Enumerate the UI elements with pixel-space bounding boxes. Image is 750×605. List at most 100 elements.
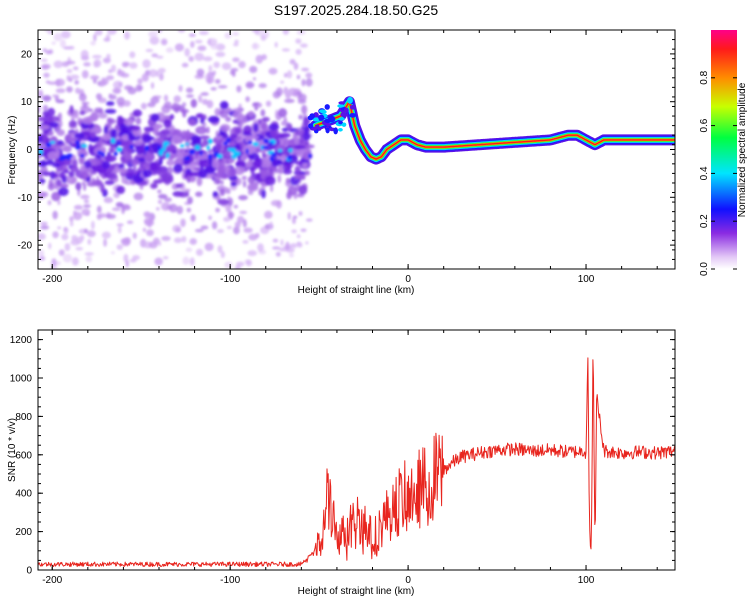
- noise-blob: [142, 227, 147, 233]
- ridge-blob: [349, 104, 356, 110]
- noise-blob: [163, 94, 169, 102]
- noise-blob: [280, 154, 287, 163]
- noise-blob: [158, 157, 163, 165]
- noise-blob: [305, 218, 313, 222]
- noise-blob: [123, 118, 134, 126]
- y-tick-label: 800: [15, 412, 32, 423]
- noise-blob: [48, 121, 59, 128]
- noise-blob: [206, 99, 214, 109]
- noise-peak: [185, 142, 189, 146]
- noise-blob: [93, 60, 100, 68]
- noise-blob: [280, 80, 285, 84]
- noise-blob: [47, 151, 60, 161]
- noise-peak: [157, 145, 161, 151]
- colorbar-tick-label: 0.8: [699, 70, 710, 84]
- noise-blob: [206, 126, 210, 134]
- noise-blob: [116, 244, 124, 251]
- noise-blob: [296, 241, 302, 246]
- noise-blob: [60, 30, 71, 39]
- noise-blob: [257, 243, 264, 252]
- noise-blob: [276, 139, 281, 146]
- noise-peak: [307, 153, 312, 159]
- noise-blob: [105, 101, 115, 106]
- noise-peak: [76, 140, 80, 147]
- noise-peak: [50, 140, 56, 145]
- noise-peak: [101, 151, 105, 158]
- ridge-blob: [340, 112, 347, 118]
- ridge-blob: [327, 115, 336, 123]
- noise-blob: [43, 72, 50, 78]
- noise-blob: [53, 32, 63, 42]
- noise-blob: [198, 94, 203, 103]
- noise-blob: [63, 227, 69, 235]
- noise-blob: [190, 98, 198, 108]
- noise-blob: [156, 55, 164, 59]
- noise-peak: [217, 153, 223, 159]
- noise-blob: [255, 54, 264, 64]
- noise-blob: [209, 38, 218, 45]
- noise-blob: [283, 86, 289, 95]
- ridge-layer: [314, 101, 675, 160]
- noise-blob: [296, 91, 302, 95]
- noise-blob: [219, 124, 231, 132]
- noise-blob: [196, 68, 205, 77]
- noise-blob: [72, 211, 83, 221]
- noise-blob: [72, 257, 79, 266]
- noise-peak: [223, 141, 228, 146]
- noise-blob: [117, 68, 122, 75]
- noise-blob: [247, 250, 257, 257]
- noise-blob: [144, 153, 154, 161]
- noise-blob: [239, 210, 248, 215]
- noise-blob: [109, 147, 114, 154]
- noise-blob: [281, 127, 289, 132]
- noise-blob: [178, 85, 183, 92]
- noise-blob: [103, 125, 109, 136]
- noise-blob: [294, 160, 304, 166]
- noise-blob: [258, 83, 267, 89]
- noise-blob: [56, 179, 62, 187]
- noise-blob: [232, 57, 240, 63]
- ridge-blob: [312, 117, 320, 122]
- noise-blob: [66, 68, 73, 74]
- noise-blob: [219, 109, 229, 119]
- ridge-blob: [325, 127, 330, 134]
- noise-blob: [75, 87, 81, 94]
- noise-blob: [90, 111, 99, 122]
- noise-peak: [144, 145, 150, 152]
- noise-peak: [269, 155, 274, 162]
- noise-blob: [81, 69, 89, 79]
- noise-peak: [207, 154, 213, 160]
- noise-blob: [155, 130, 160, 138]
- ridge-blob: [338, 117, 345, 121]
- noise-blob: [295, 48, 302, 55]
- noise-blob: [181, 235, 187, 243]
- noise-blob: [84, 252, 94, 256]
- noise-blob: [259, 168, 271, 176]
- y-tick-label: 200: [15, 527, 32, 538]
- noise-blob: [228, 210, 234, 220]
- noise-blob: [188, 118, 197, 126]
- ridge-blob: [308, 123, 314, 129]
- noise-blob: [151, 53, 158, 58]
- noise-blob: [80, 194, 90, 200]
- noise-blob: [188, 33, 196, 38]
- noise-blob: [254, 30, 260, 36]
- noise-blob: [194, 39, 203, 44]
- noise-blob: [94, 107, 104, 113]
- noise-blob: [301, 104, 308, 115]
- noise-blob: [215, 171, 224, 178]
- noise-blob: [106, 53, 111, 60]
- noise-blob: [208, 215, 212, 220]
- noise-blob: [88, 108, 93, 112]
- noise-peak: [158, 149, 164, 156]
- noise-blob: [68, 45, 75, 50]
- noise-blob: [186, 171, 199, 177]
- noise-blob: [275, 109, 279, 119]
- noise-blob: [154, 257, 163, 266]
- noise-blob: [112, 87, 122, 94]
- snr-x-label: Height of straight line (km): [298, 586, 415, 597]
- noise-blob: [47, 107, 56, 117]
- noise-blob: [52, 173, 59, 178]
- noise-blob: [198, 129, 204, 135]
- ridge-blob: [338, 120, 343, 125]
